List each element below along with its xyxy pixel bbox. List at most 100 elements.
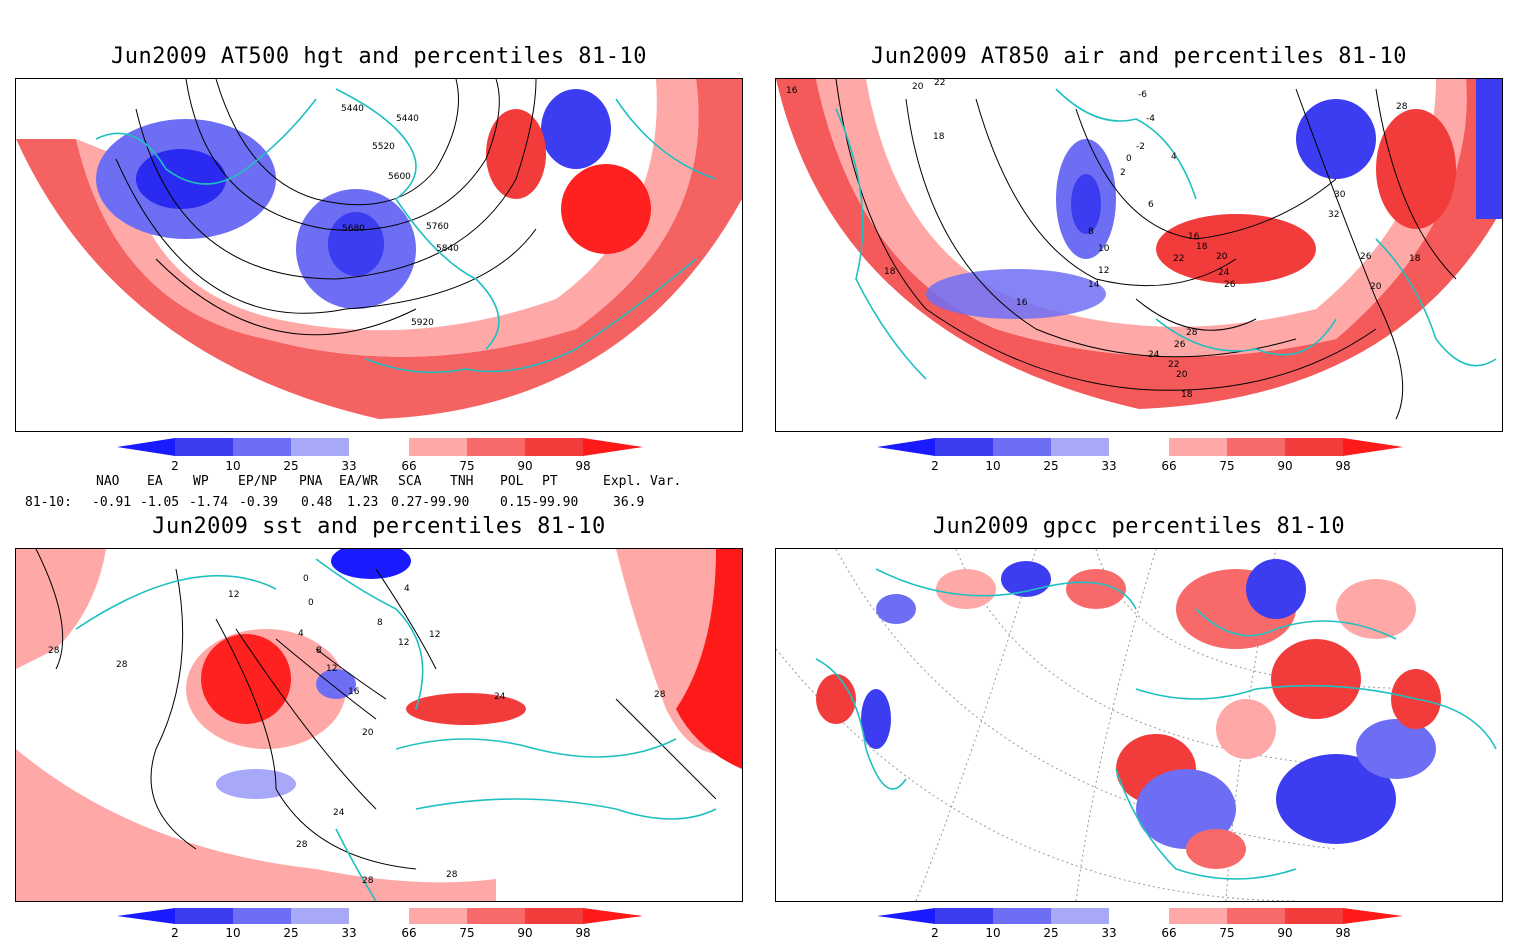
contour-label: 28 xyxy=(48,646,60,656)
cold-anomaly-arctic xyxy=(331,549,411,579)
contour-label: -6 xyxy=(1138,90,1147,100)
cold-anomaly-atlantic xyxy=(316,669,356,699)
tc-value-pna: 0.48 xyxy=(301,495,333,510)
cold-anomaly-north xyxy=(541,89,611,169)
contour-label: 5920 xyxy=(411,318,434,328)
tc-value-sca-tnh: 0.27-99.90 xyxy=(391,495,470,510)
colorbar-segment xyxy=(877,908,935,924)
contour-label: 12 xyxy=(228,590,239,600)
contour-label: 22 xyxy=(1168,360,1179,370)
contour-label: -2 xyxy=(1136,142,1145,152)
contour-label: 20 xyxy=(912,82,924,92)
coastlines xyxy=(815,568,1497,880)
tc-header-pol: POL xyxy=(500,474,524,489)
contour-label: 16 xyxy=(348,687,360,697)
contour-label: 12 xyxy=(1098,266,1109,276)
contour-label: 32 xyxy=(1328,210,1339,220)
tc-value-epnp: -0.39 xyxy=(239,495,279,510)
tc-header-wp: WP xyxy=(193,474,209,489)
colorbar-label: 90 xyxy=(1277,926,1292,940)
contour-label: 28 xyxy=(116,660,128,670)
contour-label: 20 xyxy=(362,728,374,738)
contour-label: 28 xyxy=(362,876,374,886)
contour-label: 8 xyxy=(316,646,322,656)
colorbar-label: 2 xyxy=(171,459,179,473)
colorbar-label: 2 xyxy=(171,926,179,940)
warm-anomaly-med xyxy=(406,693,526,725)
map-gpcc xyxy=(775,548,1503,902)
contour-label: 5600 xyxy=(388,172,411,182)
colorbar-segment xyxy=(1343,438,1403,456)
warm-anomaly-band xyxy=(776,79,1502,409)
colorbar-segment xyxy=(1227,908,1285,924)
tc-header-ea: EA xyxy=(147,474,163,489)
colorbar-labels: 2 10 25 33 66 75 90 98 xyxy=(171,459,590,473)
contour-label: 0 xyxy=(303,574,309,584)
colorbar-label: 98 xyxy=(575,926,590,940)
colorbar-label: 75 xyxy=(459,926,474,940)
teleconnection-header-row: NAO EA WP EP/NP PNA EA/WR SCA TNH POL PT… xyxy=(16,474,716,492)
map-sst-svg: 28 12 28 0 0 4 8 4 8 12 12 12 16 20 24 2… xyxy=(16,549,742,901)
contour-label: -4 xyxy=(1146,114,1155,124)
colorbar-segment xyxy=(233,908,291,924)
tc-header-sca: SCA xyxy=(398,474,422,489)
colorbar-segment xyxy=(1051,438,1109,456)
colorbar-label: 33 xyxy=(1101,926,1116,940)
colorbar-segment xyxy=(409,908,467,924)
colorbar-label: 66 xyxy=(1161,926,1176,940)
tc-header-explvar: Expl. Var. xyxy=(603,474,682,489)
cold-anomaly-band xyxy=(926,269,1106,319)
colorbar-label: 66 xyxy=(401,459,416,473)
colorbar-label: 66 xyxy=(1161,459,1176,473)
colorbar-segment xyxy=(117,908,175,924)
colorbar-segment xyxy=(467,908,525,924)
colorbar-label: 25 xyxy=(283,459,298,473)
colorbar-segment xyxy=(935,438,993,456)
contour-label: 26 xyxy=(1224,280,1236,290)
colorbar-air850: 2 10 25 33 66 75 90 98 xyxy=(877,438,1403,478)
cold-anomaly-east xyxy=(1476,79,1502,219)
colorbar-segment xyxy=(583,438,643,456)
colorbar-label: 90 xyxy=(517,459,532,473)
contour-label: 18 xyxy=(1409,254,1421,264)
colorbar-label: 98 xyxy=(1335,459,1350,473)
contours xyxy=(35,549,717,870)
contour-label: 28 xyxy=(654,690,666,700)
colorbar-segment xyxy=(349,438,409,456)
contour-label: 6 xyxy=(1148,200,1154,210)
contour-label: 12 xyxy=(326,664,337,674)
map-sst: 28 12 28 0 0 4 8 4 8 12 12 12 16 20 24 2… xyxy=(15,548,743,902)
contour-label: 22 xyxy=(1173,254,1184,264)
tc-value-eawr: 1.23 xyxy=(347,495,379,510)
tc-header-epnp: EP/NP xyxy=(238,474,278,489)
contour-label: 5840 xyxy=(436,244,459,254)
contour-labels: 5440 5440 5520 5600 5680 5760 5840 5920 xyxy=(341,104,459,328)
colorbar-segment xyxy=(291,438,349,456)
colorbar-label: 25 xyxy=(1043,459,1058,473)
colorbar-label: 25 xyxy=(1043,926,1058,940)
contour-label: 5440 xyxy=(341,104,364,114)
contour-label: 24 xyxy=(1218,268,1230,278)
contour-label: 14 xyxy=(1088,280,1100,290)
tc-value-nao: -0.91 xyxy=(92,495,132,510)
colorbar-segment xyxy=(993,438,1051,456)
contour-label: 20 xyxy=(1176,370,1188,380)
warm-anomaly-east-core xyxy=(676,549,742,769)
colorbar-segment xyxy=(1285,438,1343,456)
warm-anomaly-europe xyxy=(1156,214,1316,284)
warm-anomaly-south xyxy=(16,749,496,901)
colorbar-segment xyxy=(175,438,233,456)
warm-anomaly-north xyxy=(486,109,546,199)
colorbar-sst: 2 10 25 33 66 75 90 98 xyxy=(117,908,643,948)
contour-label: 4 xyxy=(404,584,410,594)
colorbar-segment xyxy=(233,438,291,456)
colorbar-hgt500: 2 10 25 33 66 75 90 98 xyxy=(117,438,643,478)
colorbar-gpcc: 2 10 25 33 66 75 90 98 xyxy=(877,908,1403,948)
colorbar-label: 98 xyxy=(1335,926,1350,940)
contour-label: 8 xyxy=(1088,227,1094,237)
colorbar-label: 10 xyxy=(225,459,240,473)
colorbar-label: 66 xyxy=(401,926,416,940)
contour-label: 5440 xyxy=(396,114,419,124)
colorbar-labels: 2 10 25 33 66 75 90 98 xyxy=(931,926,1350,940)
map-gpcc-svg xyxy=(776,549,1497,901)
